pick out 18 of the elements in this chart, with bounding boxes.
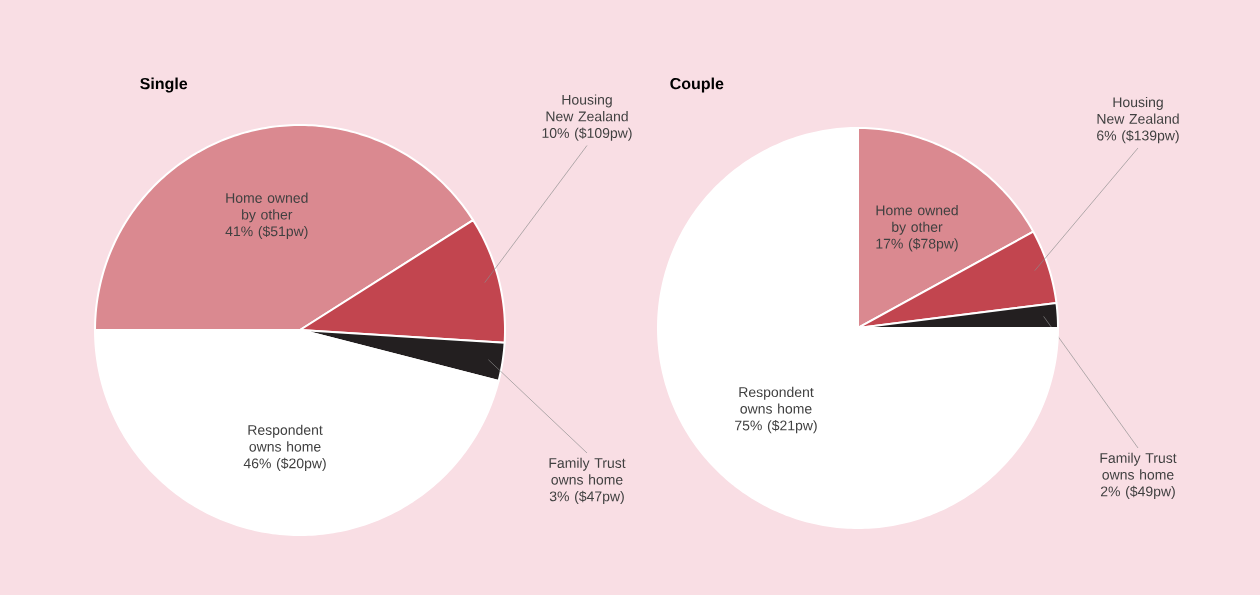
slice-label: Housing New Zealand	[1097, 96, 1179, 124]
slice-label: Family Trust owns home	[549, 457, 626, 485]
data-label: 17% ($78pw)	[876, 238, 958, 252]
data-label: 46% ($20pw)	[243, 457, 326, 472]
slice-label: Home owned by other	[226, 192, 308, 223]
slice-label: Respondent owns home	[739, 386, 814, 414]
chart-title: Couple	[670, 77, 724, 93]
data-label: 41% ($51pw)	[225, 225, 308, 239]
chart-title: Single	[140, 77, 188, 93]
slice-label: Home owned by other	[876, 205, 958, 235]
slice-label: Family Trust owns home	[1100, 452, 1177, 480]
slice-label: Housing New Zealand	[546, 94, 628, 122]
data-label: 75% ($21pw)	[735, 419, 817, 434]
data-label: 3% ($47pw)	[549, 490, 624, 505]
data-label: 6% ($139pw)	[1097, 130, 1179, 144]
slice-label: Respondent owns home	[248, 424, 323, 452]
data-label: 2% ($49pw)	[1100, 485, 1175, 500]
data-label: 10% ($109pw)	[542, 127, 632, 141]
